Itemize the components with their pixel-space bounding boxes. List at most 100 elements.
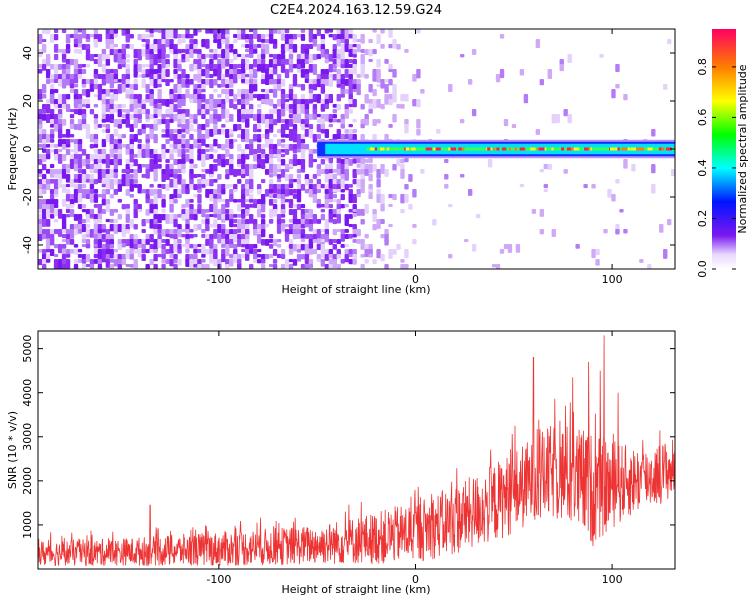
heatmap-cell (245, 134, 250, 143)
heatmap-cell (117, 59, 123, 64)
heatmap-cell (591, 184, 596, 189)
heatmap-cell (109, 119, 115, 123)
heatmap-cell (268, 79, 274, 85)
heatmap-cell (304, 124, 310, 128)
heatmap-cell (81, 159, 87, 167)
heatmap-cell (308, 124, 314, 130)
heatmap-cell (308, 44, 314, 50)
heatmap-cell (280, 254, 286, 260)
heatmap-cell (129, 254, 134, 260)
heatmap-cell (324, 169, 330, 175)
heatmap-cell (53, 149, 59, 156)
heatmap-cell (268, 214, 274, 218)
heatmap-cell (364, 49, 369, 55)
heatmap-cell (197, 174, 202, 178)
heatmap-cell (157, 229, 162, 234)
heatmap-cell (49, 169, 55, 178)
heatmap-cell (149, 29, 154, 34)
heatmap-cell (89, 169, 95, 173)
heatmap-cell (225, 144, 230, 149)
heatmap-cell (292, 79, 298, 87)
heatmap-cell (336, 59, 341, 68)
heatmap-cell (320, 84, 326, 94)
heatmap-cell (137, 94, 142, 104)
heatmap-cell (181, 74, 186, 79)
heatmap-cell (165, 79, 170, 86)
heatmap-cell (368, 99, 373, 104)
heatmap-cell (284, 169, 290, 173)
heatmap-cell (189, 199, 194, 203)
heatmap-cell (264, 79, 270, 85)
heatmap-cell (169, 244, 174, 254)
heatmap-cell (41, 264, 47, 269)
heatmap-cell (93, 219, 99, 225)
heatmap-cell (380, 29, 385, 34)
heatmap-cell (49, 79, 55, 83)
heatmap-cell (145, 39, 150, 44)
heatmap-cell (225, 44, 230, 49)
heatmap-cell (129, 154, 134, 163)
heatmap-cell (245, 199, 250, 203)
heatmap-cell (105, 199, 111, 205)
heatmap-cell (368, 164, 373, 174)
heatmap-cell (38, 249, 43, 253)
heatmap-cell (340, 159, 345, 166)
heatmap-cell (105, 74, 111, 84)
heatmap-cell (93, 204, 99, 208)
heatmap-cell (344, 109, 349, 119)
heatmap-cell (125, 214, 130, 223)
heatmap-cell (153, 44, 158, 51)
heatmap-cell (209, 74, 214, 78)
heatmap-cell (73, 84, 79, 88)
heatmap-cell (280, 99, 286, 105)
heatmap-cell (153, 104, 158, 109)
heatmap-cell (141, 39, 146, 43)
heatmap-cell (57, 259, 63, 269)
heatmap-cell (448, 204, 453, 208)
heatmap-cell (93, 74, 99, 79)
heatmap-cell (237, 264, 242, 269)
heatmap-cell (41, 29, 47, 34)
heatmap-cell (153, 154, 158, 160)
heatmap-cell (221, 124, 226, 128)
heatmap-cell (543, 189, 548, 193)
signal-band-peak (661, 147, 664, 151)
heatmap-cell (249, 79, 254, 84)
heatmap-cell (45, 259, 51, 263)
heatmap-cell (161, 199, 166, 208)
heatmap-cell (89, 264, 95, 269)
heatmap-cell (292, 104, 298, 110)
heatmap-cell (165, 119, 170, 129)
heatmap-cell (113, 34, 119, 38)
heatmap-cell (284, 59, 290, 65)
heatmap-cell (173, 74, 178, 79)
heatmap-cell (300, 159, 306, 165)
heatmap-cell (280, 134, 286, 138)
heatmap-cell (416, 29, 421, 34)
heatmap-cell (320, 249, 326, 259)
heatmap-cell (308, 194, 314, 198)
y-tick-label: 20 (21, 94, 34, 108)
heatmap-cell (209, 174, 214, 178)
heatmap-cell (181, 59, 186, 63)
heatmap-cell (595, 249, 600, 256)
heatmap-cell (364, 249, 369, 258)
heatmap-cell (117, 64, 123, 70)
heatmap-cell (181, 99, 186, 107)
heatmap-cell (340, 189, 345, 193)
heatmap-cell (109, 234, 115, 240)
heatmap-cell (101, 74, 107, 81)
heatmap-cell (392, 194, 397, 201)
heatmap-cell (364, 94, 369, 104)
heatmap-cell (332, 114, 337, 119)
heatmap-cell (304, 104, 310, 111)
heatmap-cell (249, 244, 254, 250)
heatmap-cell (539, 79, 545, 86)
heatmap-cell (260, 229, 266, 238)
heatmap-cell (280, 174, 286, 178)
heatmap-cell (420, 89, 425, 94)
heatmap-cell (284, 29, 290, 34)
heatmap-cell (89, 154, 95, 161)
heatmap-cell (209, 144, 214, 152)
heatmap-cell (101, 159, 107, 164)
